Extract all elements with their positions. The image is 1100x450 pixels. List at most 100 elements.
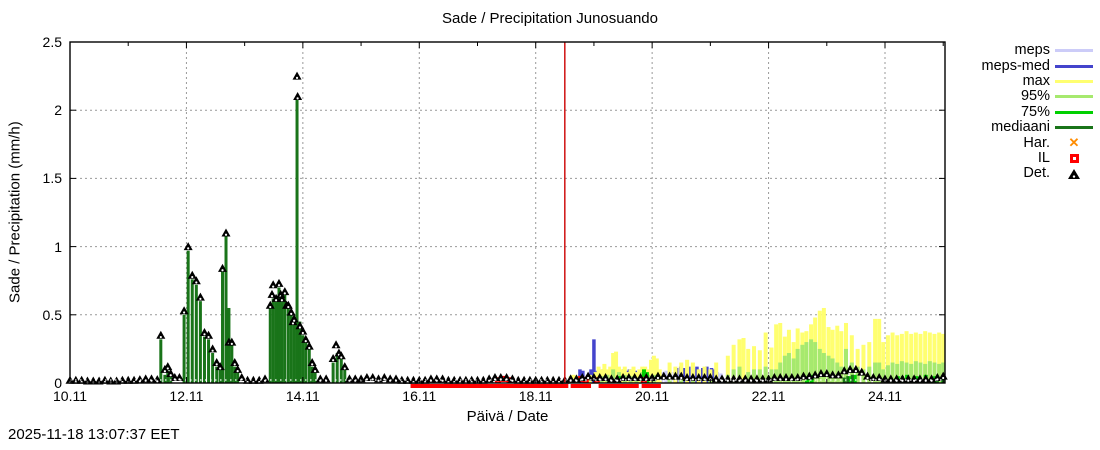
har-marker-swatch: ✕: [1050, 136, 1098, 149]
det-triangle-dot: [697, 378, 700, 381]
bar-95%: [786, 352, 791, 383]
det-triangle-dot: [691, 378, 694, 381]
det-triangle-dot: [313, 370, 317, 373]
det-triangle-dot: [441, 379, 444, 382]
legend-line-swatch: [1050, 95, 1098, 99]
bar-95%: [877, 362, 882, 383]
det-triangle-marker: [432, 374, 442, 383]
bar-max: [714, 362, 719, 383]
x-tick-label: 24.11: [868, 388, 902, 404]
det-triangle-marker: [315, 374, 325, 383]
det-triangle-marker: [851, 364, 861, 373]
bar-max: [746, 348, 751, 383]
det-triangle-marker: [227, 337, 237, 346]
x-tick-label: 22.11: [751, 388, 786, 404]
det-triangle-dot: [207, 335, 210, 339]
bar-95%: [937, 363, 942, 383]
legend-label: Har.: [1023, 134, 1050, 151]
det-triangle-marker: [191, 276, 201, 285]
det-triangle-marker: [248, 375, 258, 384]
bar-mediaani: [292, 321, 296, 383]
il-marker-swatch: [1050, 153, 1098, 163]
det-triangle-marker: [163, 362, 173, 371]
det-triangle-dot: [332, 359, 335, 362]
bar-max: [685, 359, 690, 383]
il-baseline: [570, 384, 592, 388]
det-triangle-marker: [212, 358, 222, 367]
x-axis-label: Päivä / Date: [466, 408, 549, 425]
legend-row: 75%: [948, 104, 1098, 120]
triangle-marker-icon: [1068, 168, 1080, 179]
det-triangle-dot: [269, 305, 272, 309]
det-triangle-marker: [467, 375, 477, 384]
bar-95%: [809, 339, 814, 383]
legend-label: IL: [1037, 149, 1050, 166]
bar-max: [849, 335, 854, 383]
det-triangle-marker: [519, 375, 529, 384]
bar-mediaani: [163, 374, 167, 383]
det-triangle-marker: [147, 374, 156, 383]
bar-95%: [895, 363, 900, 383]
bar-mediaani: [202, 336, 206, 383]
legend-label: meps-med: [981, 57, 1051, 74]
det-triangle-marker: [734, 374, 744, 383]
bar-max: [741, 337, 746, 383]
det-triangle-marker: [218, 263, 228, 272]
bar-mediaani: [313, 372, 317, 383]
bar-mediaani: [215, 366, 219, 383]
det-triangle-marker: [502, 373, 512, 382]
det-triangle-marker: [403, 375, 413, 384]
det-triangle-marker: [676, 371, 686, 380]
x-tick-label: 10.11: [53, 388, 87, 404]
legend-label: meps: [1014, 42, 1050, 59]
bar-95%: [890, 362, 895, 383]
bar-95%: [861, 369, 866, 383]
det-triangle-marker: [265, 300, 275, 309]
det-triangle-dot: [301, 331, 304, 335]
det-triangle-marker: [892, 374, 902, 383]
bar-mediaani: [286, 307, 290, 383]
det-triangle-dot: [913, 379, 916, 382]
det-triangle-dot: [621, 378, 625, 381]
bar-75%: [641, 369, 646, 383]
det-marker-swatch: [1050, 168, 1098, 180]
det-triangle-marker: [344, 374, 354, 383]
det-triangle-dot: [685, 378, 689, 381]
det-triangle-dot: [854, 370, 857, 373]
bar-95%: [746, 372, 751, 383]
det-triangle-marker: [845, 364, 855, 373]
bar-mediaani: [331, 362, 335, 383]
det-triangle-marker: [385, 374, 395, 383]
bar-95%: [873, 362, 878, 383]
bar-max: [904, 331, 909, 383]
det-triangle-dot: [195, 281, 198, 284]
det-triangle-dot: [280, 299, 283, 302]
bar-mediaani: [283, 294, 287, 383]
det-triangle-dot: [878, 378, 881, 381]
det-triangle-marker: [688, 373, 698, 382]
det-triangle-marker: [331, 340, 341, 349]
bar-95%: [923, 363, 928, 383]
det-triangle-marker: [350, 374, 360, 383]
det-triangle-marker: [752, 374, 762, 383]
bar-max: [913, 332, 918, 383]
det-triangle-dot: [340, 356, 343, 359]
det-triangle-marker: [694, 373, 704, 382]
y-tick-label: 1: [54, 238, 62, 255]
det-triangle-marker: [117, 375, 127, 384]
bar-95%: [885, 365, 890, 383]
det-triangle-dot: [163, 370, 166, 373]
det-triangle-marker: [513, 375, 523, 384]
bar-95%: [913, 361, 918, 383]
det-triangle-dot: [277, 284, 281, 287]
bar-95%: [918, 362, 923, 383]
bar-meps-med: [682, 367, 687, 383]
det-triangle-marker: [301, 334, 311, 343]
det-triangle-marker: [379, 373, 389, 382]
legend-row: meps: [948, 43, 1098, 58]
det-triangle-dot: [215, 363, 218, 366]
det-triangle-marker: [711, 374, 721, 383]
bar-mediaani: [236, 372, 240, 383]
det-triangle-dot: [936, 378, 939, 381]
bar-mediaani: [335, 352, 339, 383]
